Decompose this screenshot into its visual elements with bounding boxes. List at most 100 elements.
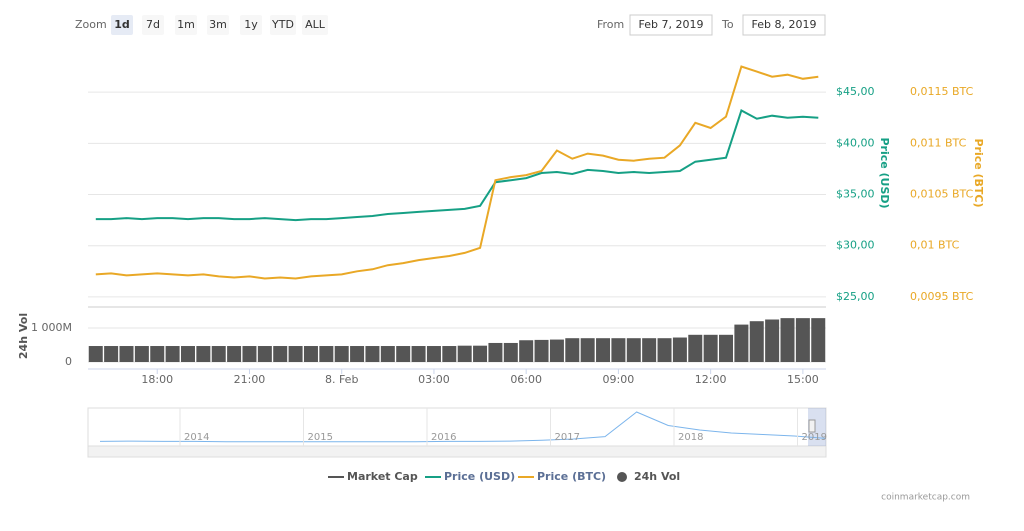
vol-bar <box>672 337 687 362</box>
x-tick-label: 8. Feb <box>325 373 358 386</box>
from-date[interactable]: Feb 7, 2019 <box>639 18 704 31</box>
vol-bar <box>303 346 318 362</box>
vol-bar <box>134 346 149 362</box>
x-tick-label: 12:00 <box>695 373 727 386</box>
vol-bar <box>534 339 549 362</box>
navigator-line <box>99 411 827 443</box>
legend-item[interactable]: Market Cap <box>328 470 418 483</box>
vol-bar <box>519 340 534 362</box>
vol-bar <box>811 318 826 362</box>
zoom-button[interactable]: 7d <box>142 15 164 35</box>
vol-bar <box>350 346 365 362</box>
y-tick-label: $35,00 <box>836 188 875 201</box>
zoom-button-label[interactable]: 7d <box>146 18 160 31</box>
zoom-button[interactable]: 3m <box>207 15 229 35</box>
vol-bar <box>150 346 165 362</box>
vol-bar <box>596 338 611 362</box>
vol-bar <box>242 346 257 362</box>
vol-bar <box>765 319 780 362</box>
vol-bar <box>288 346 303 362</box>
zoom-button-bg[interactable] <box>111 15 133 35</box>
legend-item[interactable]: Price (USD) <box>425 470 515 483</box>
vol-bar <box>227 346 242 362</box>
zoom-button-bg[interactable] <box>240 15 262 35</box>
price-line <box>95 65 819 280</box>
legend-item[interactable]: 24h Vol <box>617 470 680 483</box>
vol-bar <box>319 346 334 362</box>
vol-bar <box>273 346 288 362</box>
zoom-button-label[interactable]: 1y <box>244 18 258 31</box>
vol-bar <box>457 345 472 362</box>
to-date[interactable]: Feb 8, 2019 <box>752 18 817 31</box>
legend-label: 24h Vol <box>634 470 680 483</box>
y2-tick-label: 0,0095 BTC <box>910 290 974 303</box>
y-tick-label: $45,00 <box>836 85 875 98</box>
x-tick-label: 18:00 <box>141 373 173 386</box>
vol-bar <box>196 346 211 362</box>
navigator-selection[interactable] <box>808 408 826 446</box>
vol-bar <box>426 346 441 362</box>
vol-bar <box>503 342 518 362</box>
vol-bar <box>211 346 226 362</box>
legend-label: Price (BTC) <box>537 470 606 483</box>
vol-bar <box>396 346 411 362</box>
legend-symbol <box>617 472 627 482</box>
vol-bar <box>442 346 457 362</box>
zoom-button-bg[interactable] <box>142 15 164 35</box>
vol-bar <box>473 345 488 362</box>
x-tick-label: 15:00 <box>787 373 819 386</box>
y2-tick-label: 0,0115 BTC <box>910 85 974 98</box>
zoom-button-bg[interactable] <box>207 15 229 35</box>
vol-bar <box>626 338 641 362</box>
vol-bar <box>180 346 195 362</box>
y2-axis-title: Price (BTC) <box>972 138 985 207</box>
vol-bar <box>257 346 272 362</box>
zoom-button[interactable]: YTD <box>270 15 296 35</box>
vol-bar <box>657 338 672 362</box>
zoom-button-bg[interactable] <box>175 15 197 35</box>
navigator-year: 2014 <box>184 432 209 443</box>
zoom-button-label[interactable]: 3m <box>209 18 227 31</box>
legend-label: Price (USD) <box>444 470 515 483</box>
vol-bar <box>734 324 749 362</box>
to-input[interactable] <box>742 14 826 36</box>
from-input[interactable] <box>629 14 713 36</box>
vol-bar <box>611 338 626 362</box>
zoom-button-label[interactable]: ALL <box>305 18 326 31</box>
zoom-button-bg[interactable] <box>302 15 328 35</box>
zoom-button-label[interactable]: 1d <box>114 18 130 31</box>
navigator-year: 2019 <box>802 432 827 443</box>
vol-bar <box>749 321 764 362</box>
zoom-button[interactable]: 1y <box>240 15 262 35</box>
y2-tick-label: 0,011 BTC <box>910 136 967 149</box>
credits: coinmarketcap.com <box>881 493 970 503</box>
vol-bar <box>365 346 380 362</box>
vol-bar <box>411 346 426 362</box>
from-label: From <box>597 18 624 31</box>
vol-bar <box>565 338 580 362</box>
vol-tick-label: 1 000M <box>31 321 72 334</box>
navigator-handle[interactable] <box>808 419 816 433</box>
zoom-button-bg[interactable] <box>270 15 296 35</box>
x-tick-label: 06:00 <box>510 373 542 386</box>
vol-bar <box>688 334 703 362</box>
scrollbar[interactable] <box>87 445 827 458</box>
zoom-button-label[interactable]: YTD <box>271 18 294 31</box>
vol-bar <box>549 339 564 362</box>
navigator-year: 2016 <box>431 432 456 443</box>
y-axis-title: Price (USD) <box>878 137 891 208</box>
y-tick-label: $30,00 <box>836 239 875 252</box>
vol-bar <box>580 338 595 362</box>
zoom-button[interactable]: ALL <box>302 15 328 35</box>
vol-tick-label: 0 <box>65 355 72 368</box>
vol-bar <box>119 346 134 362</box>
vol-bar <box>703 334 718 362</box>
zoom-button[interactable]: 1m <box>175 15 197 35</box>
legend-item[interactable]: Price (BTC) <box>518 470 606 483</box>
zoom-button-label[interactable]: 1m <box>177 18 195 31</box>
to-label: To <box>721 18 734 31</box>
vol-axis-title: 24h Vol <box>17 313 30 359</box>
zoom-button[interactable]: 1d <box>111 15 133 35</box>
vol-bar <box>104 346 119 362</box>
